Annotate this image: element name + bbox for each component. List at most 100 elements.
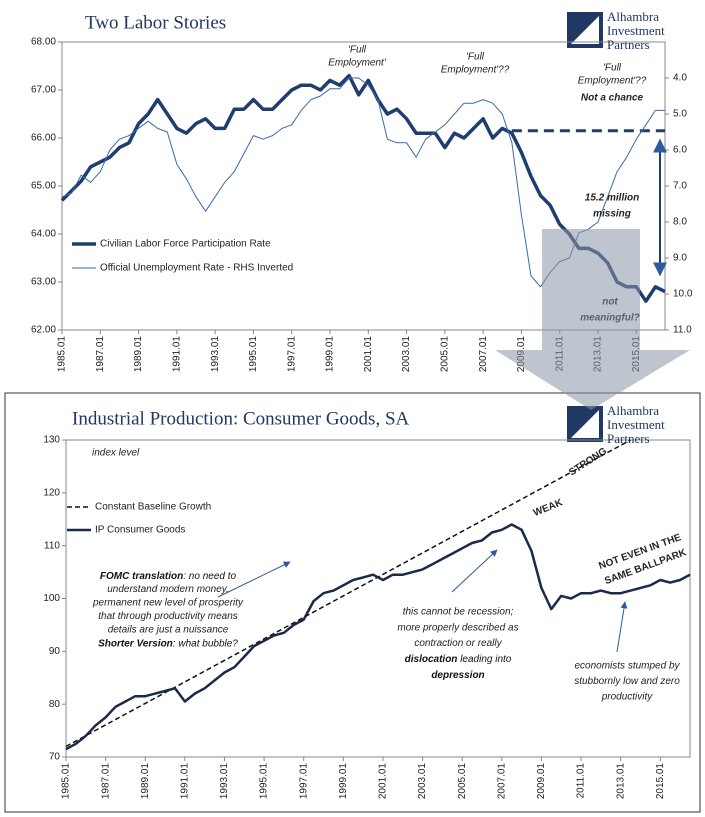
logo-text: Alhambra [607,403,659,418]
y-tick-label: 100 [43,593,60,604]
annotation-text: STRONG [567,446,609,479]
y-tick-label: 80 [49,699,61,710]
annotation-segment: FOMC translation [100,571,183,582]
x-tick-label: 1997.01 [286,336,297,373]
y2-tick-label: 7.0 [673,181,687,192]
annotation-text: more properly described as [397,622,518,633]
x-tick-label: 2005.01 [439,336,450,373]
x-tick-label: 2005.01 [457,763,468,800]
annotation-segment: dislocation [405,654,458,665]
y-tick-label: 64.00 [31,229,56,240]
y2-tick-label: 9.0 [673,253,687,264]
x-tick-label: 1985.01 [57,336,68,373]
x-tick-label: 1993.01 [219,763,230,800]
chart-title: Two Labor Stories [85,12,226,33]
annotation: 'Full Employment' [328,45,387,69]
y2-tick-label: 5.0 [673,109,687,120]
logo-text: Investment [607,417,665,432]
y-tick-label: 66.00 [31,133,56,144]
legend-label: IP Consumer Goods [95,525,185,536]
x-tick-label: 1985.01 [61,763,72,800]
y2-tick-label: 11.0 [673,325,692,336]
annotation-text: understand modern money, [107,584,229,595]
annotation-text: 'Full [466,52,485,63]
annotation-text: 15.2 million [585,193,639,204]
x-tick-label: 1989.01 [140,763,151,800]
annotation: WEAK [532,497,565,519]
logo-text: Partners [607,37,650,52]
annotation-text: 'Full [348,45,367,56]
annotation-segment: Shorter Version [98,638,173,649]
annotation-text: Employment' [328,58,387,69]
annotation-text: this cannot be recession; [403,607,514,618]
legend-label: Civilian Labor Force Participation Rate [100,239,271,250]
annotation-text: stubbornly low and zero [574,676,680,687]
annotation-text: FOMC translation: no need to [100,571,237,582]
x-tick-label: 1999.01 [338,763,349,800]
annotation-text: contraction or really [414,638,502,649]
x-tick-label: 2007.01 [496,763,507,800]
annotation: 'Full Employment'?? [578,63,647,87]
annotation-text: Employment'?? [441,65,510,76]
x-tick-label: 2003.01 [401,336,412,373]
annotation: economists stumped by stubbornly low and … [574,661,680,703]
annotation: 'Full Employment'?? [441,52,510,76]
y-tick-label: 70 [49,752,61,763]
x-tick-label: 1997.01 [298,763,309,800]
y2-tick-label: 6.0 [673,145,687,156]
y-tick-label: 68.00 [31,37,56,48]
logo-text: Partners [607,431,650,446]
y-tick-label: 67.00 [31,85,56,96]
annotation-text: 'Full [603,63,622,74]
y-tick-label: 120 [43,487,60,498]
y-tick-label: 63.00 [31,277,56,288]
annotation-text: Employment'?? [578,76,647,87]
annotation-segment: leading into [457,654,511,665]
x-tick-label: 2003.01 [417,763,428,800]
annotation-text: that through productivity means [98,611,238,622]
y-tick-label: 110 [44,540,60,551]
y-axis-label: index level [92,448,140,459]
y2-tick-label: 8.0 [673,217,687,228]
annotation-text: productivity [601,692,654,703]
logo-text: Investment [607,23,665,38]
y-tick-label: 65.00 [31,181,56,192]
x-tick-label: 1987.01 [95,336,106,373]
legend-label: Constant Baseline Growth [95,502,211,513]
legend-label: Official Unemployment Rate - RHS Inverte… [100,263,293,274]
annotation-text: WEAK [532,497,565,519]
annotation: STRONG [567,446,609,479]
x-tick-label: 1993.01 [210,336,221,373]
y2-tick-label: 10.0 [673,289,693,300]
y-tick-label: 62.00 [31,325,56,336]
x-tick-label: 1987.01 [100,763,111,800]
logo-text: Alhambra [607,9,659,24]
x-tick-label: 2007.01 [478,336,489,373]
annotation-text: economists stumped by [574,661,680,672]
x-tick-label: 2011.01 [576,763,587,799]
y-tick-label: 130 [43,435,60,446]
x-tick-label: 2001.01 [378,763,389,800]
annotation-segment: depression [431,669,484,680]
series-line [65,523,691,751]
x-tick-label: 2013.01 [615,763,626,800]
annotation: this cannot be recession; more properly d… [397,607,518,681]
annotation-text: Shorter Version: what bubble? [98,638,238,649]
annotation: FOMC translation: no need to understand m… [92,571,244,650]
callout-shapes [217,138,690,653]
annotation-text: permanent new level of prosperity [92,598,244,609]
x-tick-label: 2015.01 [655,763,666,800]
series-line [65,439,631,748]
annotation-text: Not a chance [581,93,644,104]
x-tick-label: 1989.01 [133,336,144,373]
chart-title: Industrial Production: Consumer Goods, S… [72,408,410,429]
annotation-text: missing [593,209,631,220]
x-tick-label: 1995.01 [248,336,259,373]
annotation-text: depression [431,669,484,680]
x-tick-label: 1991.01 [179,763,190,800]
x-tick-label: 2009.01 [536,763,547,800]
x-tick-label: 1995.01 [259,763,270,800]
bottom-frame [4,392,701,813]
